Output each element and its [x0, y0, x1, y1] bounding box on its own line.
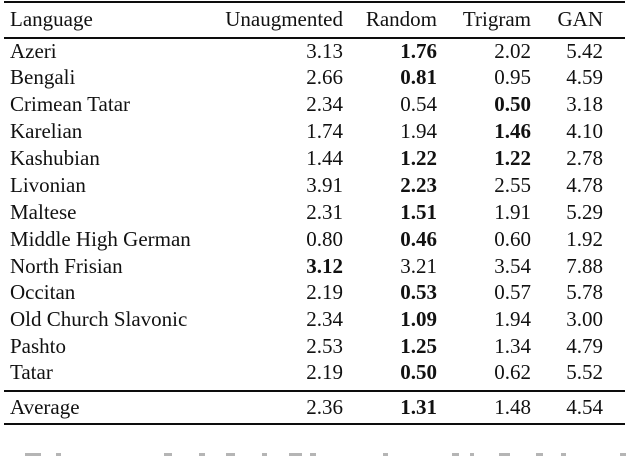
best-value-cell: 1.46: [494, 119, 531, 144]
table-header-row: Language Unaugmented Random Trigram GAN: [4, 2, 625, 38]
average-row: Average 2.36 1.31 1.48 4.54: [4, 391, 625, 424]
value-cell: 5.29: [566, 199, 603, 224]
best-value-cell: 1.25: [400, 334, 437, 359]
language-cell: Bengali: [10, 65, 76, 90]
value-cell: 2.78: [566, 146, 603, 170]
value-cell: 2.53: [306, 334, 343, 359]
language-cell: Pashto: [10, 334, 67, 359]
value-cell: 0.60: [494, 226, 531, 251]
value-cell: 3.00: [566, 307, 603, 332]
value-cell-average: 1.48: [494, 395, 531, 420]
table-row: Karelian 1.74 1.94 1.46 4.10: [4, 118, 625, 145]
value-cell: 2.19: [306, 280, 343, 305]
best-value-cell-average: 1.31: [400, 395, 437, 420]
value-cell: 2.19: [306, 360, 343, 385]
value-cell: 2.34: [306, 92, 343, 117]
value-cell-average: 4.54: [566, 395, 603, 420]
table-row: Maltese 2.31 1.51 1.91 5.29: [4, 199, 625, 226]
value-cell: 1.94: [400, 119, 437, 144]
language-cell: Tatar: [10, 360, 53, 385]
column-header-gan: GAN: [557, 7, 604, 32]
value-cell: 4.79: [566, 334, 603, 359]
perplexity-results-table: Language Unaugmented Random Trigram GAN …: [4, 1, 625, 426]
value-cell: 1.44: [306, 146, 343, 170]
best-value-cell: 0.53: [400, 280, 437, 305]
cropped-caption-fragments: [0, 453, 640, 458]
value-cell: 5.42: [566, 38, 603, 63]
value-cell: 4.10: [566, 119, 603, 144]
table-row: Middle High German 0.80 0.46 0.60 1.92: [4, 226, 625, 253]
column-header-trigram: Trigram: [462, 7, 531, 32]
best-value-cell: 1.76: [400, 38, 437, 63]
value-cell: 1.74: [306, 119, 343, 144]
table-row: Kashubian 1.44 1.22 1.22 2.78: [4, 145, 625, 172]
best-value-cell: 0.50: [400, 360, 437, 385]
value-cell: 2.31: [306, 199, 343, 224]
value-cell: 1.94: [494, 307, 531, 332]
value-cell: 4.78: [566, 172, 603, 197]
language-cell: Crimean Tatar: [10, 92, 131, 117]
value-cell: 5.78: [566, 280, 603, 305]
value-cell: 5.52: [566, 360, 603, 385]
table-body: Azeri 3.13 1.76 2.02 5.42 Bengali 2.66 0.81 0.95…: [4, 38, 625, 392]
value-cell: 0.80: [306, 226, 343, 251]
table-row: Tatar 2.19 0.50 0.62 5.52: [4, 360, 625, 391]
column-header-language: Language: [10, 7, 93, 32]
value-cell: 0.62: [494, 360, 531, 385]
column-header-unaugmented: Unaugmented: [225, 7, 343, 32]
language-cell: Karelian: [10, 119, 83, 144]
best-value-cell: 1.22: [494, 146, 531, 170]
table-row: Bengali 2.66 0.81 0.95 4.59: [4, 64, 625, 91]
value-cell: 0.95: [494, 65, 531, 90]
value-cell: 0.54: [400, 92, 437, 117]
language-cell: Middle High German: [10, 226, 191, 251]
value-cell: 0.57: [494, 280, 531, 305]
value-cell-average: 2.36: [306, 395, 343, 420]
value-cell: 3.91: [306, 172, 343, 197]
value-cell: 4.59: [566, 65, 603, 90]
value-cell: 2.55: [494, 172, 531, 197]
value-cell: 2.34: [306, 307, 343, 332]
best-value-cell: 0.46: [400, 226, 437, 251]
language-cell: North Frisian: [10, 253, 123, 278]
best-value-cell: 2.23: [400, 172, 437, 197]
value-cell: 7.88: [566, 253, 603, 278]
best-value-cell: 0.50: [494, 92, 531, 117]
value-cell: 3.13: [306, 38, 343, 63]
value-cell: 1.34: [494, 334, 531, 359]
language-cell: Maltese: [10, 199, 77, 224]
table-row: Old Church Slavonic 2.34 1.09 1.94 3.00: [4, 306, 625, 333]
value-cell: 2.02: [494, 38, 531, 63]
table-row: North Frisian 3.12 3.21 3.54 7.88: [4, 253, 625, 280]
table-row: Azeri 3.13 1.76 2.02 5.42: [4, 38, 625, 65]
language-cell: Azeri: [10, 38, 57, 63]
column-header-random: Random: [365, 7, 437, 32]
language-cell: Occitan: [10, 280, 76, 305]
value-cell: 3.21: [400, 253, 437, 278]
value-cell: 2.66: [306, 65, 343, 90]
value-cell: 1.92: [566, 226, 603, 251]
value-cell: 1.91: [494, 199, 531, 224]
value-cell: 3.18: [566, 92, 603, 117]
best-value-cell: 1.51: [400, 199, 437, 224]
table-header: Language Unaugmented Random Trigram GAN: [4, 2, 625, 38]
language-cell: Livonian: [10, 172, 86, 197]
table-row: Pashto 2.53 1.25 1.34 4.79: [4, 333, 625, 360]
value-cell: 3.54: [494, 253, 531, 278]
best-value-cell: 1.09: [400, 307, 437, 332]
table-row: Crimean Tatar 2.34 0.54 0.50 3.18: [4, 91, 625, 118]
language-cell: Old Church Slavonic: [10, 307, 188, 332]
best-value-cell: 3.12: [306, 253, 343, 278]
table-row: Occitan 2.19 0.53 0.57 5.78: [4, 280, 625, 307]
table-row: Livonian 3.91 2.23 2.55 4.78: [4, 172, 625, 199]
best-value-cell: 0.81: [400, 65, 437, 90]
language-cell-average: Average: [10, 395, 80, 420]
table-footer: Average 2.36 1.31 1.48 4.54: [4, 391, 625, 424]
language-cell: Kashubian: [10, 146, 100, 170]
best-value-cell: 1.22: [400, 146, 437, 170]
